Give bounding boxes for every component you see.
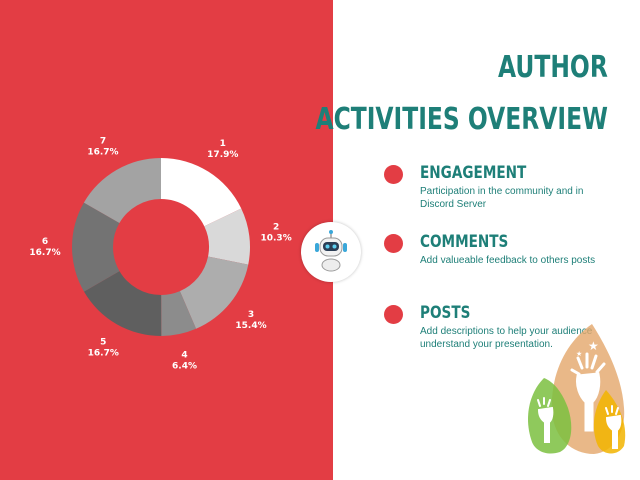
donut-slice-1 bbox=[161, 158, 242, 227]
slice-category-label: 6 bbox=[42, 237, 48, 247]
activity-heading: POSTS bbox=[420, 303, 471, 323]
svg-text:★: ★ bbox=[602, 337, 610, 347]
bullet-dot bbox=[384, 305, 403, 324]
slice-category-label: 2 bbox=[273, 223, 279, 233]
slice-value-label: 16.7% bbox=[87, 148, 118, 158]
slice-value-label: 10.3% bbox=[260, 234, 291, 244]
slice-category-label: 7 bbox=[100, 137, 106, 147]
activity-description: Participation in the community and in Di… bbox=[420, 186, 584, 210]
activity-heading: ENGAGEMENT bbox=[420, 163, 527, 183]
activity-description: Add descriptions to help your audience u… bbox=[420, 326, 593, 350]
activity-heading: COMMENTS bbox=[420, 232, 509, 252]
activity-description: Add valueable feedback to others posts bbox=[420, 255, 596, 266]
page-title-line2: ACTIVITIES OVERVIEW bbox=[315, 102, 608, 137]
slice-value-label: 17.9% bbox=[207, 150, 238, 160]
slice-value-label: 6.4% bbox=[172, 362, 197, 372]
svg-text:★: ★ bbox=[588, 339, 599, 353]
page-title-line1: AUTHOR bbox=[498, 50, 608, 85]
robot-icon bbox=[315, 230, 347, 272]
left-panel bbox=[0, 0, 333, 480]
slice-category-label: 5 bbox=[100, 338, 106, 348]
donut-slice-5 bbox=[84, 271, 162, 336]
donut-chart: 117.9%210.3%315.4%46.4%516.7%616.7%716.7… bbox=[29, 137, 291, 372]
donut-slice-6 bbox=[72, 202, 120, 292]
donut-slice-3 bbox=[179, 256, 249, 329]
donut-slice-4 bbox=[161, 291, 197, 336]
donut-slice-2 bbox=[204, 208, 250, 265]
slice-category-label: 1 bbox=[220, 139, 226, 149]
donut-slice-7 bbox=[83, 158, 161, 224]
bullet-dot bbox=[384, 165, 403, 184]
raised-hands-icon: ★ ★ ★ bbox=[528, 324, 626, 454]
chart-slices bbox=[72, 158, 250, 336]
slice-value-label: 15.4% bbox=[235, 321, 266, 331]
chart-labels: 117.9%210.3%315.4%46.4%516.7%616.7%716.7… bbox=[29, 137, 291, 372]
bullet-dot bbox=[384, 234, 403, 253]
slice-category-label: 4 bbox=[181, 351, 187, 361]
slice-value-label: 16.7% bbox=[88, 349, 119, 359]
slice-category-label: 3 bbox=[248, 310, 254, 320]
slice-value-label: 16.7% bbox=[29, 248, 60, 258]
svg-text:★: ★ bbox=[576, 350, 582, 358]
robot-badge bbox=[301, 222, 361, 282]
